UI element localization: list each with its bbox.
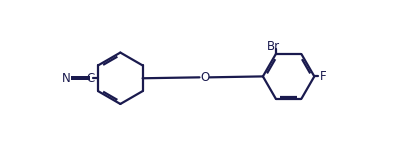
- Text: C: C: [86, 72, 95, 85]
- Text: Br: Br: [267, 40, 280, 53]
- Text: O: O: [200, 71, 209, 84]
- Text: N: N: [62, 72, 71, 85]
- Text: F: F: [320, 70, 327, 83]
